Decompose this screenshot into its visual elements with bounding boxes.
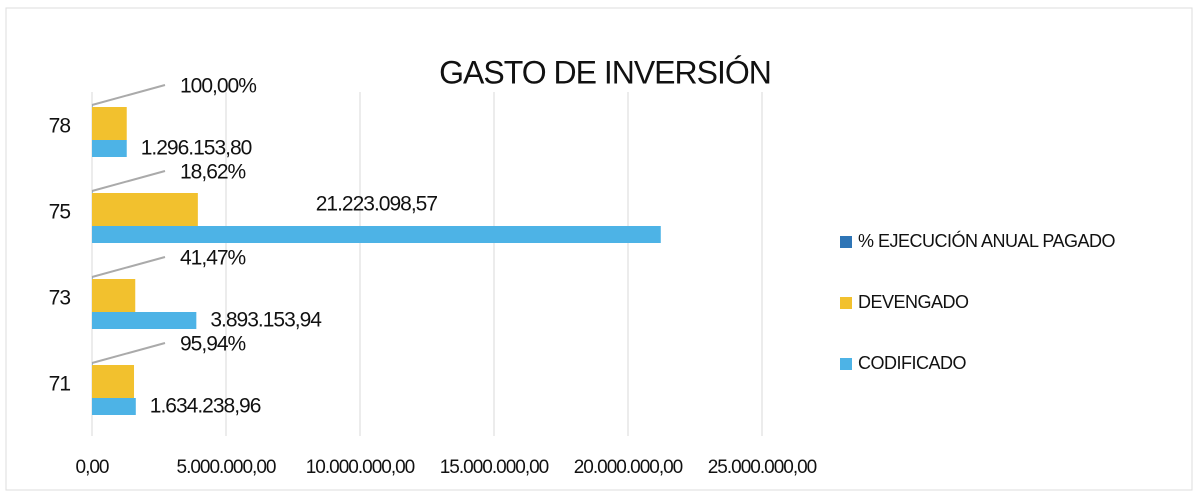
chart-title: GASTO DE INVERSIÓN [439, 54, 771, 90]
legend-swatch [840, 297, 852, 309]
data-label: 100,00% [180, 75, 256, 98]
legend-swatch [840, 358, 852, 370]
legend-label: DEVENGADO [858, 292, 969, 312]
x-tick-label: 20.000.000,00 [574, 457, 683, 478]
leader-line [91, 170, 166, 192]
bar [92, 191, 93, 193]
legend-swatch [840, 236, 852, 248]
x-tick-label: 5.000.000,00 [177, 457, 276, 478]
y-tick-label: 75 [49, 201, 71, 224]
x-tick-label: 25.000.000,00 [708, 457, 817, 478]
y-tick-label: 71 [49, 373, 71, 396]
data-label: 3.893.153,94 [210, 309, 322, 332]
bar [92, 140, 127, 157]
leader-line [91, 84, 166, 106]
x-tick-label: 15.000.000,00 [440, 457, 549, 478]
data-label: 21.223.098,57 [316, 193, 438, 216]
bar [92, 226, 661, 243]
legend-label: % EJECUCIÓN ANUAL PAGADO [858, 230, 1116, 251]
bar [92, 193, 198, 226]
bar [92, 107, 127, 140]
leader-line [91, 256, 166, 278]
y-tick-label: 73 [49, 287, 71, 310]
bar [92, 279, 136, 312]
leader-line [91, 342, 166, 364]
bar [92, 312, 197, 329]
data-label: 95,94% [180, 333, 246, 356]
bar [92, 365, 135, 398]
x-tick-label: 10.000.000,00 [306, 457, 415, 478]
bar [92, 105, 93, 107]
bar [92, 277, 93, 279]
legend-label: CODIFICADO [858, 353, 967, 373]
y-tick-label: 78 [49, 115, 71, 138]
bar [92, 398, 136, 415]
x-tick-label: 0,00 [76, 457, 109, 478]
data-label: 18,62% [180, 161, 246, 184]
chart-frame [5, 7, 1193, 491]
data-label: 1.634.238,96 [150, 395, 261, 418]
data-label: 1.296.153,80 [141, 137, 252, 160]
data-label: 41,47% [180, 247, 246, 270]
bar [92, 363, 93, 365]
